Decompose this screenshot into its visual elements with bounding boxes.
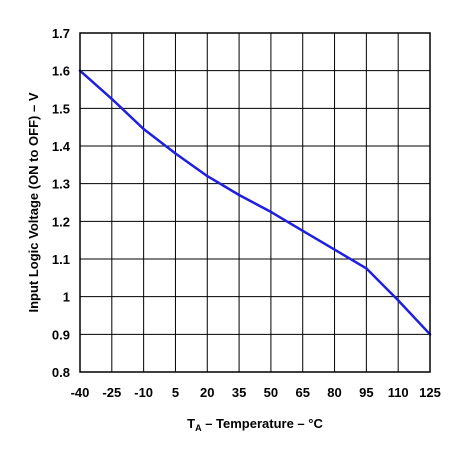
x-tick-label: 65 (295, 385, 309, 400)
y-tick-label: 0.8 (52, 365, 70, 380)
x-tick-label: 125 (419, 385, 441, 400)
x-axis-title-suffix: – Temperature – °C (202, 416, 324, 431)
y-tick-label: 1.4 (52, 139, 71, 154)
x-tick-label: -10 (134, 385, 153, 400)
x-tick-label: 80 (327, 385, 341, 400)
y-axis-title: Input Logic Voltage (ON to OFF) – V (26, 92, 41, 312)
data-point (237, 193, 241, 197)
data-point (301, 229, 304, 232)
series-line-0 (78, 69, 432, 336)
y-tick-label: 1.5 (52, 101, 70, 116)
x-tick-label: -25 (102, 385, 121, 400)
x-tick-label: 110 (388, 385, 409, 400)
y-tick-label: 1 (63, 290, 70, 305)
x-tick-label: 50 (264, 385, 278, 400)
x-axis-title-prefix: T (187, 416, 195, 431)
x-tick-label: 20 (200, 385, 214, 400)
x-tick-labels: -40 -25 -10 5 20 35 50 65 80 95 110 125 (71, 385, 441, 400)
data-point (110, 97, 114, 101)
x-axis-title: TA – Temperature – °C (187, 416, 323, 433)
x-tick-label: 5 (172, 385, 179, 400)
data-point (142, 127, 145, 131)
y-tick-label: 1.2 (52, 214, 70, 229)
plot-frame (79, 32, 431, 373)
data-point (396, 299, 400, 302)
y-tick-label: 1.6 (52, 64, 70, 79)
data-point (269, 210, 273, 214)
y-tick-label: 1.3 (52, 177, 70, 192)
series-layer (78, 69, 432, 336)
x-tick-label: 95 (359, 385, 373, 400)
y-tick-label: 0.9 (52, 327, 70, 342)
data-point (333, 248, 336, 251)
x-axis-title-subscript: A (195, 423, 202, 433)
data-point (206, 174, 209, 178)
x-tick-label: -40 (71, 385, 90, 400)
y-tick-label: 1.7 (52, 26, 70, 41)
data-point (174, 152, 177, 155)
y-tick-label: 1.1 (52, 252, 70, 267)
y-tick-labels: 0.8 0.9 1 1.1 1.2 1.3 1.4 1.5 1.6 1.7 (52, 26, 71, 380)
x-tick-label: 35 (232, 385, 246, 400)
data-point (365, 267, 368, 270)
